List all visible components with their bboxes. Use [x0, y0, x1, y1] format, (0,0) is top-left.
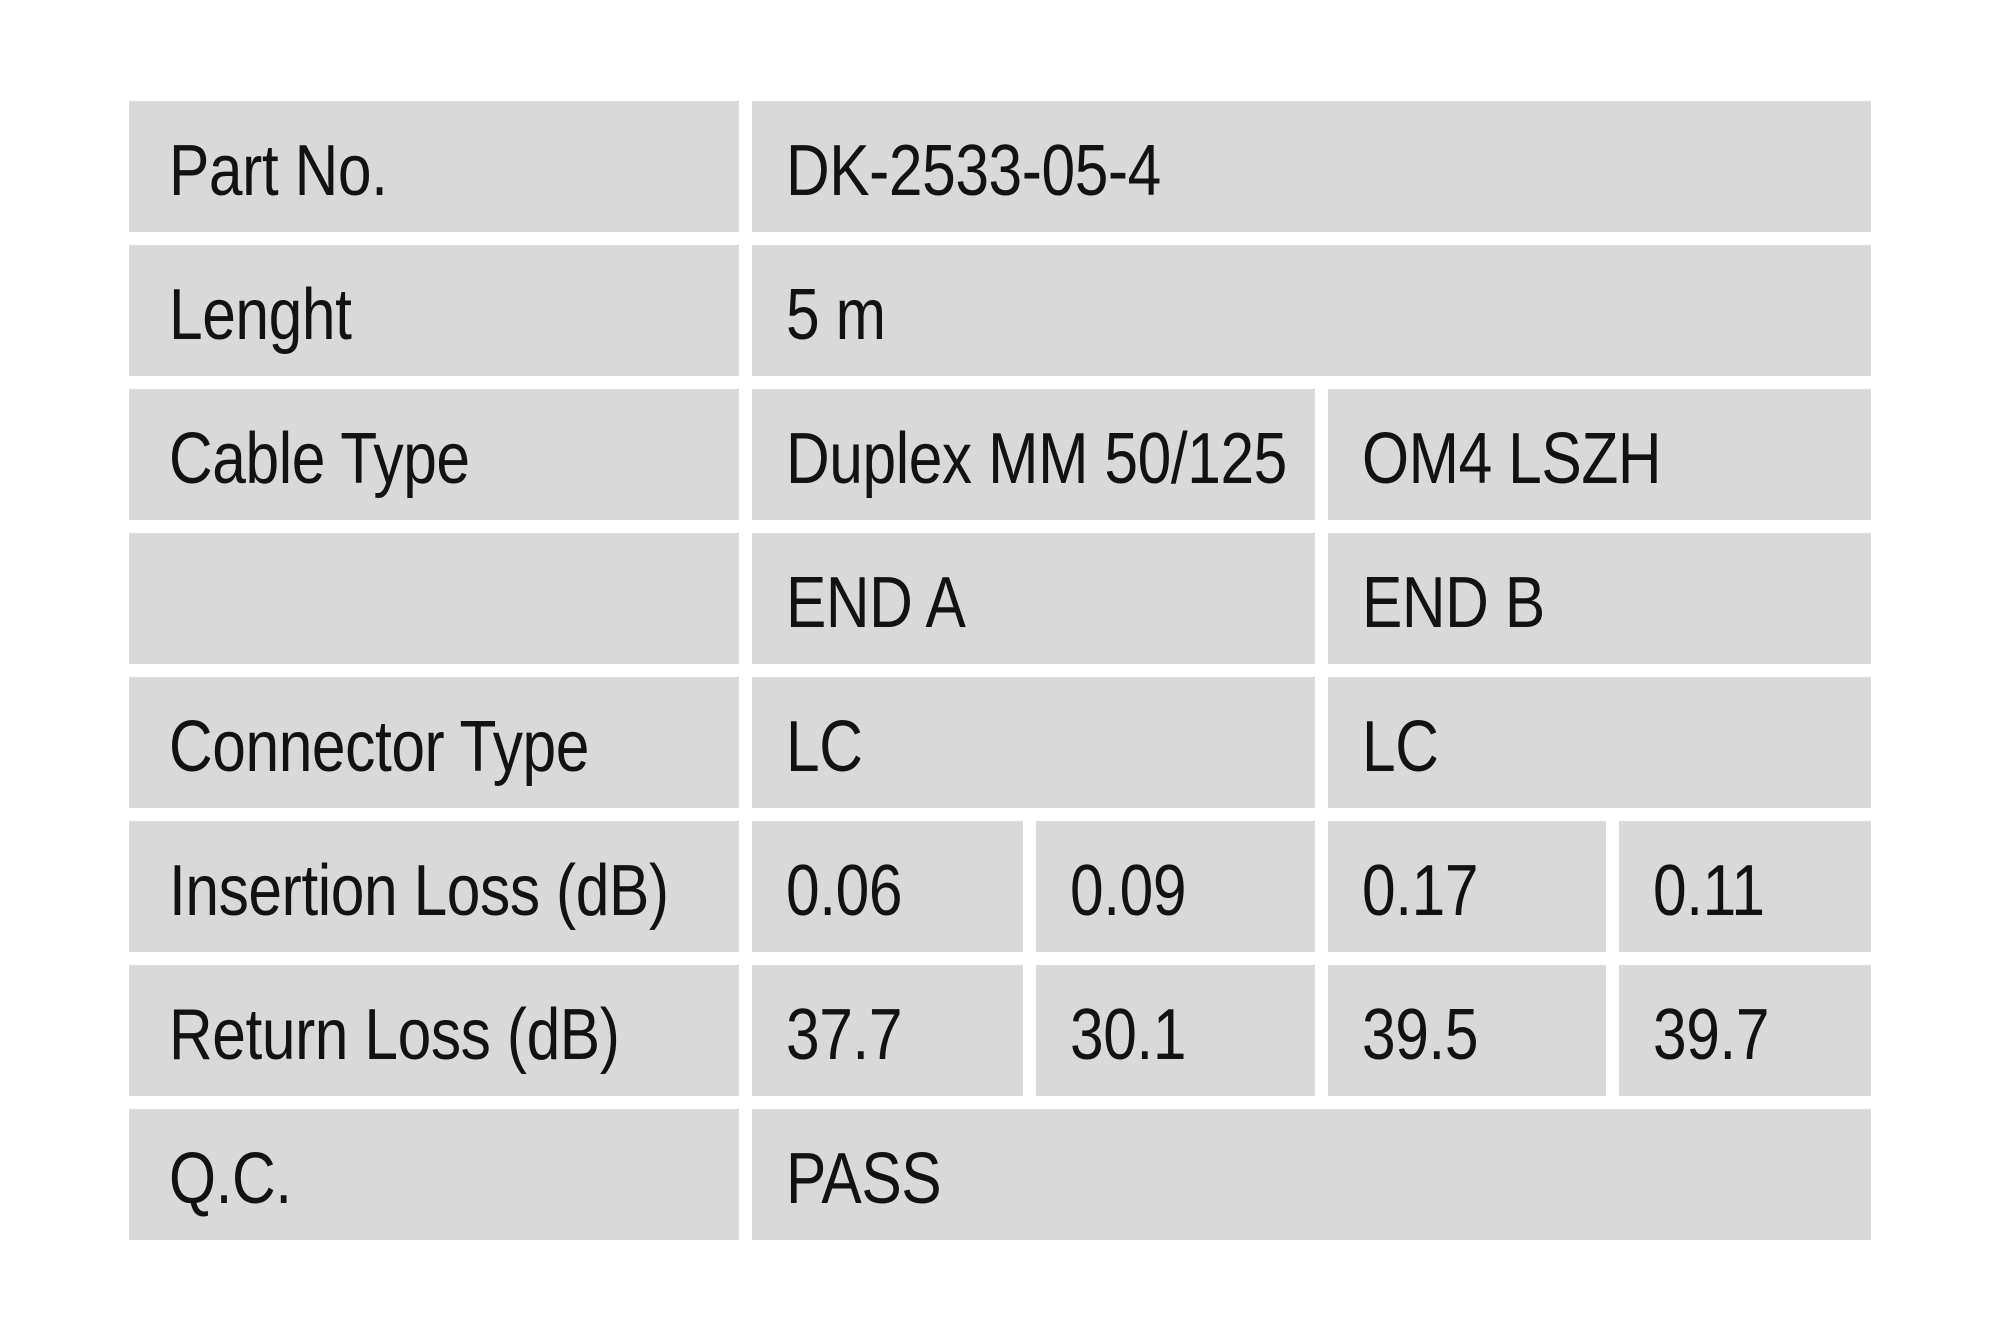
value-cell-return-loss-0: 37.7: [752, 965, 1023, 1096]
row-label-return-loss: Return Loss (dB): [129, 965, 739, 1096]
value-cell-qc-0: PASS: [752, 1109, 1871, 1240]
row-label-text-connector-type: Connector Type: [169, 707, 589, 787]
value-text-part-no-0: DK-2533-05-4: [786, 131, 1161, 211]
value-cell-cable-type-0: Duplex MM 50/125: [752, 389, 1315, 520]
value-text-return-loss-0: 37.7: [786, 995, 903, 1075]
row-label-lenght: Lenght: [129, 245, 739, 376]
value-text-return-loss-1: 30.1: [1070, 995, 1187, 1075]
value-cell-cable-type-1: OM4 LSZH: [1328, 389, 1871, 520]
row-label-connector-type: Connector Type: [129, 677, 739, 808]
value-text-ends-header-1: END B: [1362, 563, 1545, 643]
row-label-text-return-loss: Return Loss (dB): [169, 995, 620, 1075]
value-text-ends-header-0: END A: [786, 563, 966, 643]
value-cell-ends-header-1: END B: [1328, 533, 1871, 664]
row-label-text-insertion-loss: Insertion Loss (dB): [169, 851, 669, 931]
row-label-text-cable-type: Cable Type: [169, 419, 470, 499]
value-cell-insertion-loss-1: 0.09: [1036, 821, 1315, 952]
value-text-return-loss-3: 39.7: [1653, 995, 1770, 1075]
value-cell-ends-header-0: END A: [752, 533, 1315, 664]
value-text-connector-type-1: LC: [1362, 707, 1439, 787]
value-cell-return-loss-3: 39.7: [1619, 965, 1871, 1096]
row-label-insertion-loss: Insertion Loss (dB): [129, 821, 739, 952]
value-cell-return-loss-2: 39.5: [1328, 965, 1606, 1096]
row-label-ends-header: [129, 533, 739, 664]
value-cell-lenght-0: 5 m: [752, 245, 1871, 376]
value-cell-insertion-loss-0: 0.06: [752, 821, 1023, 952]
value-cell-return-loss-1: 30.1: [1036, 965, 1315, 1096]
value-text-return-loss-2: 39.5: [1362, 995, 1479, 1075]
row-label-text-part-no: Part No.: [169, 131, 388, 211]
value-text-insertion-loss-0: 0.06: [786, 851, 903, 931]
value-text-insertion-loss-1: 0.09: [1070, 851, 1187, 931]
value-text-qc-0: PASS: [786, 1139, 942, 1219]
row-label-text-qc: Q.C.: [169, 1139, 292, 1219]
row-label-text-lenght: Lenght: [169, 275, 352, 355]
row-label-qc: Q.C.: [129, 1109, 739, 1240]
value-text-cable-type-1: OM4 LSZH: [1362, 419, 1662, 499]
value-cell-insertion-loss-3: 0.11: [1619, 821, 1871, 952]
qc-spec-table: Part No. DK-2533-05-4 Lenght 5 m Cable Type D…: [129, 101, 1871, 1240]
value-text-cable-type-0: Duplex MM 50/125: [786, 419, 1287, 499]
value-cell-connector-type-0: LC: [752, 677, 1315, 808]
row-label-cable-type: Cable Type: [129, 389, 739, 520]
value-text-connector-type-0: LC: [786, 707, 863, 787]
value-cell-insertion-loss-2: 0.17: [1328, 821, 1606, 952]
value-cell-part-no-0: DK-2533-05-4: [752, 101, 1871, 232]
value-text-insertion-loss-2: 0.17: [1362, 851, 1479, 931]
value-text-insertion-loss-3: 0.11: [1653, 851, 1765, 931]
row-label-part-no: Part No.: [129, 101, 739, 232]
value-cell-connector-type-1: LC: [1328, 677, 1871, 808]
value-text-lenght-0: 5 m: [786, 275, 886, 355]
